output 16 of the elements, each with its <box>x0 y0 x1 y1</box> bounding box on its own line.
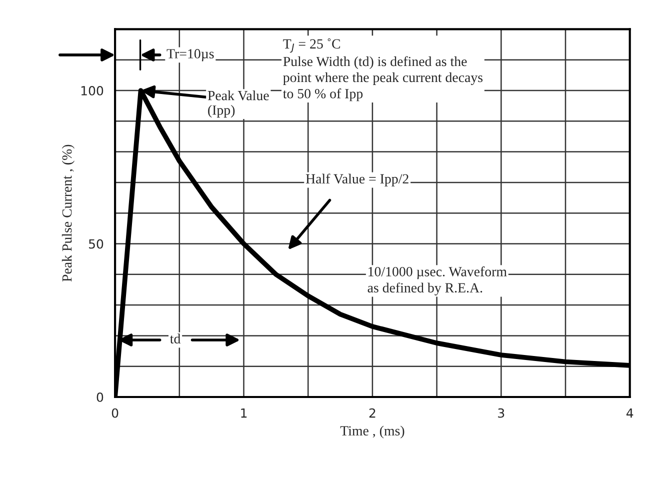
x-tick-label: 3 <box>498 408 504 418</box>
y-tick-label: 50 <box>88 239 104 249</box>
y-tick-label: 0 <box>96 392 104 402</box>
x-tick-label: 4 <box>626 408 634 418</box>
x-axis-title: Time , (ms) <box>340 426 404 438</box>
x-tick-label: 0 <box>112 408 118 418</box>
x-tick-label: 2 <box>369 408 376 418</box>
annotation: Half Value = Ipp/2 <box>306 174 408 186</box>
y-axis-title: Peak Pulse Current , (%) <box>62 144 75 282</box>
annotation: td <box>170 334 181 344</box>
annotation: Tr=10µs <box>166 49 214 62</box>
x-tick-label: 1 <box>241 408 247 418</box>
annotation: T$_{J}$ = 25 ˚C Pulse Width (td) is defined as the point where the peak current decays to 50 % of Ipp <box>283 38 483 102</box>
annotation: Peak Value (Ipp) <box>208 90 269 118</box>
y-tick-label: 100 <box>81 86 104 96</box>
annotation: 10/1000 µsec. Waveform as defined by R.E.A. <box>368 266 507 296</box>
